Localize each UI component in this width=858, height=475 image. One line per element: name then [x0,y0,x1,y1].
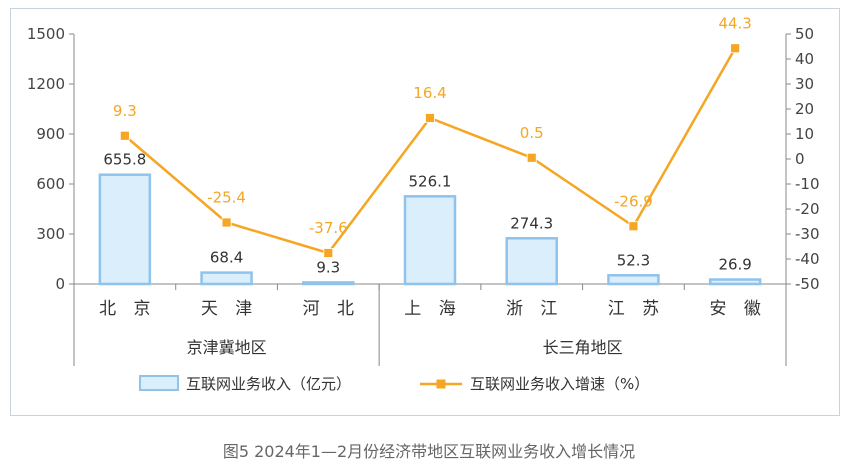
bar [98,173,152,286]
growth-point [323,248,334,258]
growth-point [425,113,435,123]
growth-point [221,217,232,228]
growth-value-label: -37.6 [309,219,348,237]
right-tick-label: 50 [795,25,814,43]
bar-value-label: 9.3 [316,258,340,276]
category-label: 天 津 [201,299,258,319]
bar-value-label: 26.9 [718,256,751,274]
bar [302,281,355,286]
left-tick-label: 900 [36,125,65,143]
left-tick-label: 0 [55,275,65,293]
bar-value-label: 274.3 [510,214,553,232]
bar-value-label: 52.3 [617,251,650,269]
right-tick-label: -20 [795,200,820,218]
category-label: 安 徽 [709,299,766,319]
bar [505,237,558,286]
bar-value-label: 526.1 [409,172,452,190]
left-tick-label: 600 [36,175,65,193]
growth-value-label: 9.3 [113,102,137,120]
category-label: 河 北 [303,299,360,319]
legend-line-label: 互联网业务收入增速（%） [470,375,649,393]
right-tick-label: 30 [795,75,814,93]
category-label: 浙 江 [506,299,563,319]
right-tick-label: 20 [795,100,814,118]
legend-bar-swatch [139,375,179,391]
growth-point [628,221,639,232]
growth-value-label: 16.4 [413,84,446,102]
region-label: 长三角地区 [543,338,623,357]
growth-point [119,130,130,141]
growth-value-label: 44.3 [718,14,751,32]
legend-bar-label: 互联网业务收入（亿元） [186,375,351,393]
right-tick-label: 40 [795,50,814,68]
growth-value-label: 0.5 [520,124,544,142]
growth-value-label: -26.9 [614,192,653,210]
category-label: 江 苏 [608,299,665,319]
region-label: 京津冀地区 [187,338,267,357]
chart-frame [10,8,840,416]
left-tick-label: 1200 [27,75,65,93]
left-tick-label: 300 [36,225,65,243]
growth-value-label: -25.4 [207,189,246,207]
right-tick-label: -30 [795,225,820,243]
right-tick-label: 0 [795,150,805,168]
combo-chart: 0 300 600 900 1200 1500 -50 -40 -30 -20 -10 0 10 20 30… [27,14,820,393]
bar [607,274,660,286]
chart-caption: 图5 2024年1—2月份经济带地区互联网业务收入增长情况 [222,442,636,461]
right-tick-label: 10 [795,125,814,143]
right-tick-label: -50 [795,275,820,293]
bar-value-label: 655.8 [103,151,146,169]
bar-value-label: 68.4 [210,249,243,267]
bar [200,271,253,286]
right-tick-label: -10 [795,175,820,193]
growth-point [526,152,537,163]
legend-line-marker [436,379,446,389]
category-label: 北 京 [99,299,156,319]
growth-point [730,43,741,54]
right-tick-label: -40 [795,250,820,268]
bar [403,195,457,286]
left-tick-label: 1500 [27,25,65,43]
bar [708,278,762,286]
category-label: 上 海 [404,299,461,319]
